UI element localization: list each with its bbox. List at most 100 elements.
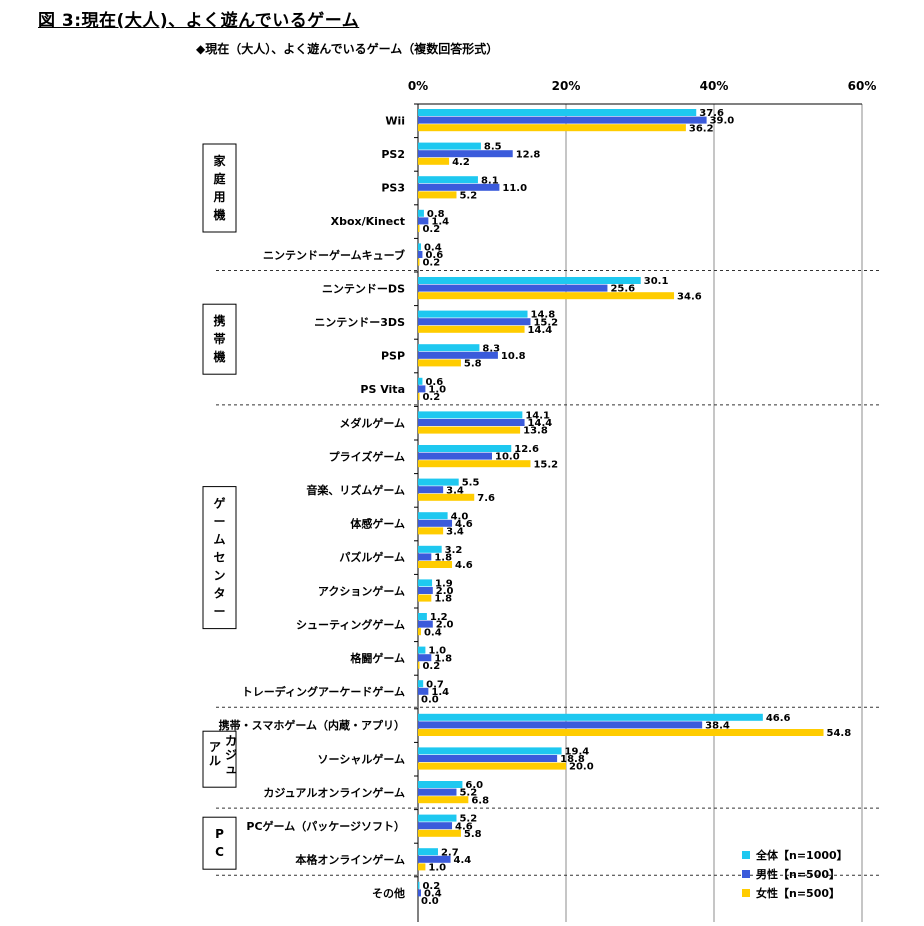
data-label: 1.0: [428, 863, 446, 874]
category-label: ニンテンドーゲームキューブ: [263, 248, 405, 262]
bar-all: [418, 646, 426, 654]
data-label: 4.6: [455, 821, 473, 832]
x-tick-label: 60%: [848, 79, 877, 93]
data-label: 0.4: [424, 627, 442, 638]
data-label: 15.2: [533, 317, 558, 328]
bar-female: [418, 527, 444, 535]
data-label: 38.4: [705, 721, 730, 732]
bar-male: [418, 251, 423, 258]
category-label: プライズゲーム: [329, 449, 405, 463]
legend-swatch: [742, 870, 750, 878]
legend-swatch: [742, 851, 750, 859]
bar-male: [418, 183, 500, 191]
bar-male: [418, 855, 451, 863]
group-box: [202, 816, 237, 870]
data-label: 15.2: [533, 459, 558, 470]
category-label: 体感ゲーム: [350, 517, 405, 531]
data-label: 0.2: [422, 224, 440, 235]
data-label: 4.2: [452, 157, 470, 168]
category-label: パズルゲーム: [339, 550, 405, 564]
data-label: 7.6: [477, 493, 495, 504]
bar-all: [418, 209, 424, 217]
bar-all: [418, 411, 523, 419]
data-label: 30.1: [644, 276, 669, 287]
data-label: 3.4: [446, 527, 464, 538]
data-label: 0.0: [421, 695, 439, 706]
data-label: 1.4: [431, 217, 449, 228]
data-label: 0.2: [422, 392, 440, 403]
bar-male: [418, 553, 432, 561]
bar-male: [418, 318, 531, 326]
bar-female: [418, 594, 432, 602]
data-label: 14.4: [528, 418, 553, 429]
data-label: 10.0: [495, 452, 520, 463]
bar-female: [418, 225, 420, 232]
data-label: 25.6: [610, 284, 635, 295]
group-box: [202, 303, 237, 375]
category-label: PS Vita: [360, 383, 405, 396]
category-label: シューティングゲーム: [296, 617, 405, 631]
bar-male: [418, 755, 558, 762]
data-label: 8.5: [484, 142, 502, 153]
bar-male: [418, 116, 707, 124]
category-label: PSP: [381, 350, 405, 363]
bar-male: [418, 687, 429, 695]
data-label: 19.4: [565, 747, 590, 758]
figure-title: 図 3:現在(大人)、よく遊んでいるゲーム: [38, 11, 360, 31]
data-label: 13.8: [523, 426, 548, 437]
bar-all: [418, 445, 512, 452]
data-label: 5.5: [462, 478, 480, 489]
bar-all: [418, 881, 420, 889]
data-label: 5.8: [464, 359, 482, 370]
bar-male: [418, 788, 457, 796]
data-label: 54.8: [827, 728, 852, 739]
data-label: 0.4: [424, 889, 442, 900]
data-label: 34.6: [677, 291, 702, 302]
bar-female: [418, 762, 566, 770]
data-label: 0.7: [426, 679, 444, 690]
group-label: 携帯機: [213, 313, 225, 364]
category-label: メダルゲーム: [339, 416, 405, 430]
data-label: 4.0: [451, 511, 469, 522]
legend-label: 全体【n=1000】: [755, 848, 848, 862]
x-tick-label: 20%: [552, 79, 581, 93]
data-label: 0.2: [422, 258, 440, 269]
data-label: 6.8: [471, 795, 489, 806]
group-box: [202, 730, 237, 788]
data-label: 1.4: [431, 687, 449, 698]
data-label: 0.2: [422, 881, 440, 892]
group-box: [202, 143, 237, 233]
chart-title: ◆現在（大人）、よく遊んでいるゲーム（複数回答形式）: [196, 42, 499, 56]
bar-male: [418, 822, 453, 830]
data-label: 0.0: [421, 896, 439, 907]
bar-male: [418, 587, 433, 594]
category-label: Xbox/Kinect: [331, 215, 405, 228]
data-label: 0.6: [425, 377, 443, 388]
bar-all: [418, 142, 481, 150]
bar-all: [418, 713, 763, 721]
bar-female: [418, 258, 420, 266]
bar-male: [418, 351, 498, 359]
bar-female: [418, 796, 469, 804]
category-label: その他: [372, 886, 405, 900]
category-label: PS2: [381, 148, 405, 161]
bar-all: [418, 344, 480, 352]
bar-female: [418, 393, 420, 400]
category-label: カジュアルオンラインゲーム: [263, 785, 405, 799]
category-label: PS3: [381, 182, 405, 195]
bar-female: [418, 292, 675, 300]
x-tick-label: 0%: [408, 79, 428, 93]
bar-female: [418, 493, 475, 501]
bar-female: [418, 661, 420, 669]
bar-female: [418, 561, 453, 568]
bar-male: [418, 519, 453, 527]
data-label: 8.3: [482, 343, 500, 354]
data-label: 37.6: [699, 108, 724, 119]
group-label: カジュアル: [209, 734, 237, 776]
bar-all: [418, 848, 438, 856]
bar-female: [418, 426, 521, 434]
data-label: 5.2: [459, 191, 477, 202]
legend-swatch: [742, 889, 750, 897]
